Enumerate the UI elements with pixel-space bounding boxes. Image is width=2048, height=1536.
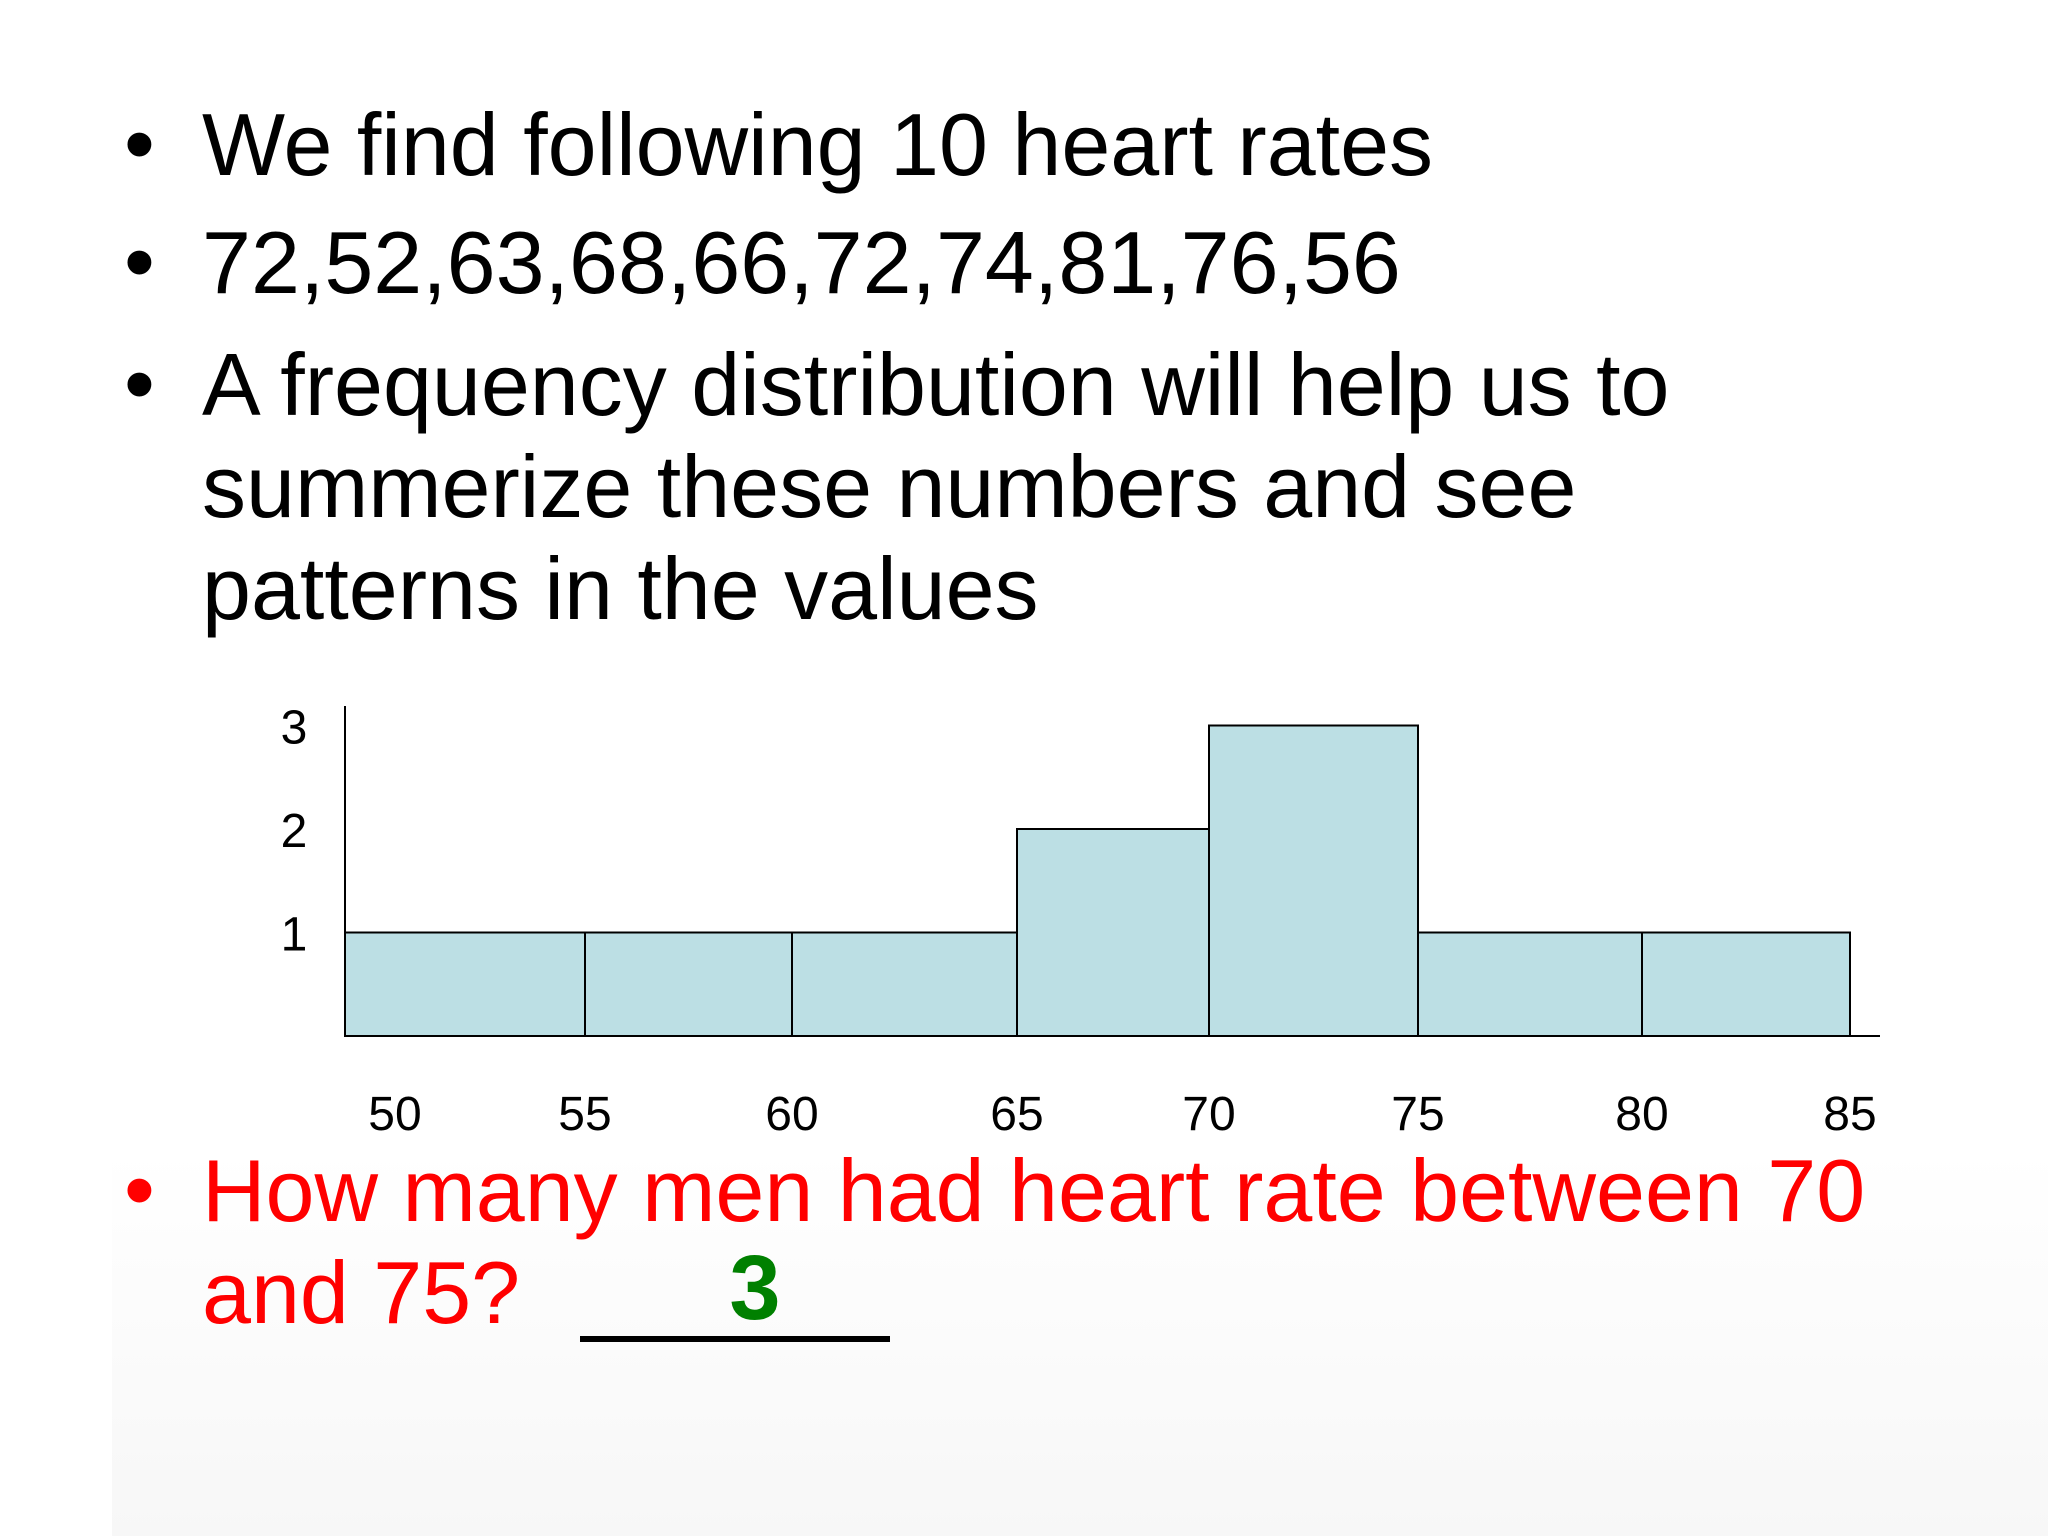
- x-tick-label: 80: [1615, 1088, 1668, 1141]
- histogram-bar: [344, 931, 586, 1037]
- bullet-marker: •: [124, 1140, 155, 1239]
- x-tick-label: 60: [765, 1088, 818, 1141]
- answer-value: 3: [729, 1237, 781, 1339]
- x-tick-labels: 50 55 60 65 70 75 80 85: [368, 1088, 1876, 1141]
- histogram-bar: [584, 931, 793, 1037]
- y-tick-label: 3: [281, 702, 308, 755]
- histogram-axes: [344, 706, 1880, 1037]
- x-tick-label: 75: [1391, 1088, 1444, 1141]
- bullet-marker: •: [124, 334, 155, 433]
- histogram-bar: [1641, 931, 1851, 1037]
- histogram-bar: [1417, 931, 1643, 1037]
- x-tick-label: 55: [558, 1088, 611, 1141]
- histogram-bar: [791, 931, 1018, 1037]
- bullet-marker: •: [124, 212, 155, 311]
- bullet-marker: •: [124, 94, 155, 193]
- bullet-text-line: 72,52,63,68,66,72,74,81,76,56: [202, 213, 1401, 312]
- histogram-bar: [1016, 828, 1210, 1037]
- question-text-line: and 75?: [202, 1243, 521, 1342]
- bullet-text-line: summerize these numbers and see: [202, 437, 1577, 536]
- slide-background-fade: [112, 1150, 2048, 1536]
- x-tick-label: 50: [368, 1088, 421, 1141]
- histogram-bars: [344, 724, 1851, 1037]
- bullet-text-line: A frequency distribution will help us to: [202, 335, 1670, 434]
- y-tick-labels: 1 2 3: [281, 702, 308, 962]
- bullet-text-line: We find following 10 heart rates: [202, 95, 1434, 194]
- x-tick-label: 70: [1182, 1088, 1235, 1141]
- y-tick-label: 1: [281, 909, 308, 962]
- bullet-text-line: patterns in the values: [202, 539, 1039, 638]
- y-tick-label: 2: [281, 805, 308, 858]
- histogram-bar: [1208, 724, 1419, 1037]
- question-text-line: How many men had heart rate between 70: [202, 1141, 1866, 1240]
- answer-blank-line: [580, 1336, 890, 1342]
- x-tick-label: 65: [990, 1088, 1043, 1141]
- x-tick-label: 85: [1823, 1088, 1876, 1141]
